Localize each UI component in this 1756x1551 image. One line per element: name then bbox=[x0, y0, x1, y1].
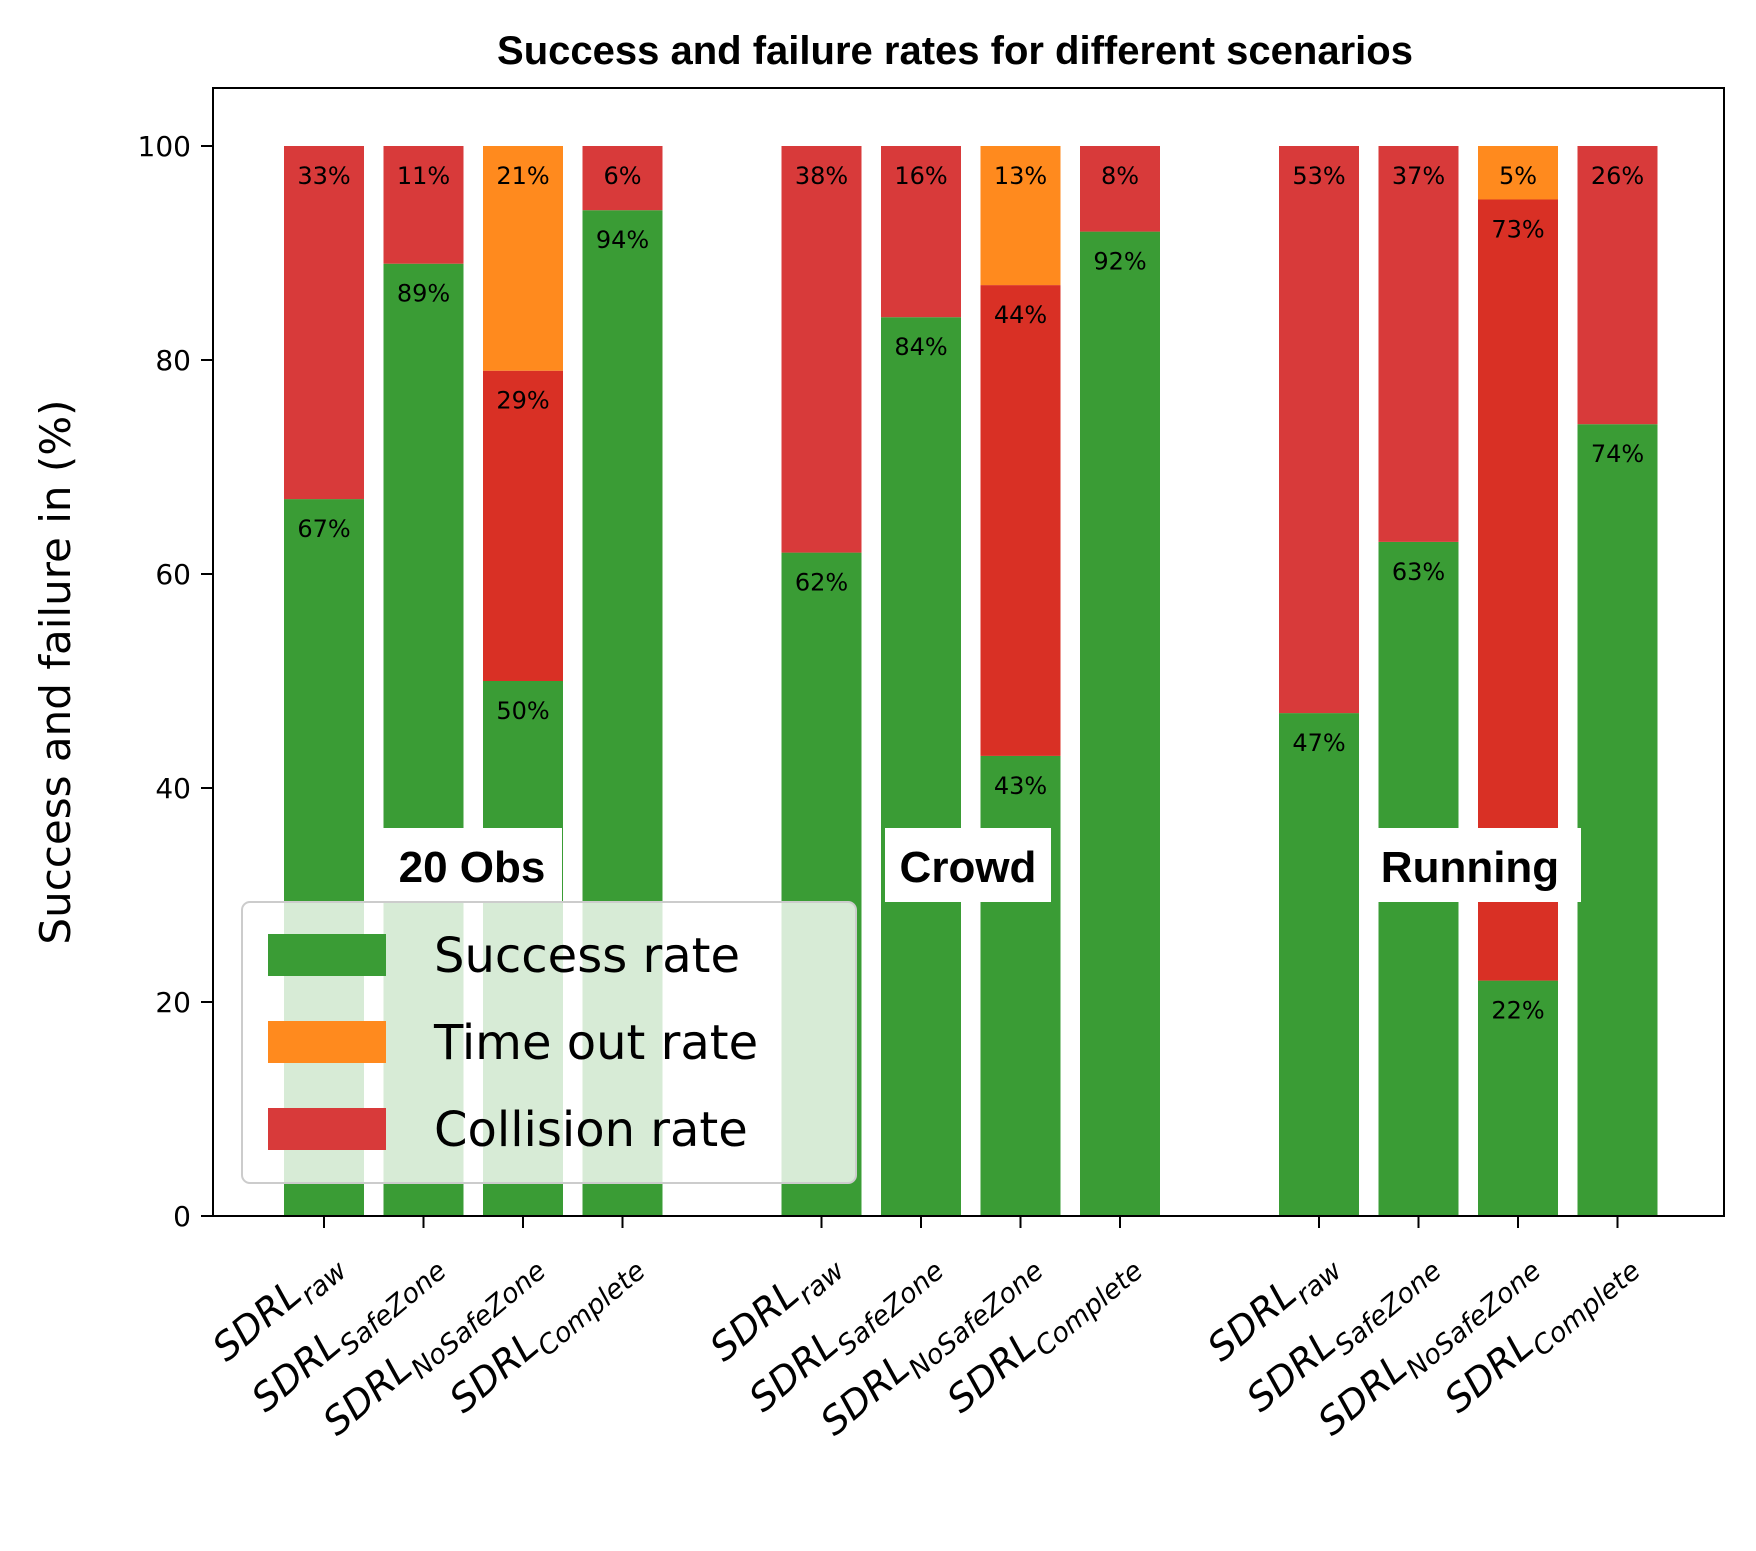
bar-collision bbox=[483, 370, 563, 681]
data-label: 47% bbox=[1292, 729, 1345, 757]
bar-success bbox=[1577, 424, 1658, 1216]
y-tick-label: 60 bbox=[155, 558, 191, 591]
bar-collision bbox=[284, 146, 364, 500]
data-label: 94% bbox=[596, 226, 649, 254]
y-tick-label: 100 bbox=[138, 130, 191, 163]
data-label: 8% bbox=[1101, 162, 1139, 190]
bar-collision bbox=[582, 146, 663, 211]
bar-collision bbox=[1378, 146, 1459, 542]
bar-timeout bbox=[1478, 146, 1558, 200]
data-label: 92% bbox=[1093, 248, 1146, 276]
bar-group: 38% 62% 16% 84% 13% 44% 43% 8% 92% bbox=[781, 146, 1160, 1217]
data-label: 53% bbox=[1292, 162, 1345, 190]
bar-success bbox=[881, 317, 961, 1216]
data-label: 89% bbox=[397, 280, 450, 308]
data-label: 33% bbox=[297, 162, 350, 190]
bar-success bbox=[980, 755, 1061, 1216]
bar-collision bbox=[980, 285, 1061, 756]
data-label: 38% bbox=[795, 162, 848, 190]
data-label: 21% bbox=[496, 162, 549, 190]
bar-timeout bbox=[483, 146, 563, 371]
stacked-bar: 5% 73% 22% bbox=[1478, 146, 1558, 1216]
y-tick-label: 40 bbox=[155, 772, 191, 805]
chart-title: Success and failure rates for different … bbox=[497, 29, 1413, 73]
data-label: 6% bbox=[603, 162, 641, 190]
bar-collision bbox=[1577, 146, 1658, 425]
legend-entry: Collision rate bbox=[268, 1102, 748, 1158]
data-label: 5% bbox=[1499, 162, 1537, 190]
legend-swatch bbox=[268, 1021, 386, 1063]
legend-box bbox=[241, 901, 857, 1184]
scenario-label: Running bbox=[1359, 828, 1581, 902]
y-axis-label: Success and failure in (%) bbox=[31, 399, 80, 944]
x-axis: SDRLrawSDRLSafeZoneSDRLNoSafeZoneSDRLCom… bbox=[204, 1216, 1646, 1444]
legend-label: Time out rate bbox=[433, 1015, 758, 1071]
stacked-bar: 16% 84% bbox=[881, 146, 961, 1216]
data-label: 74% bbox=[1591, 440, 1644, 468]
stacked-bar: 26% 74% bbox=[1577, 146, 1658, 1216]
data-label: 67% bbox=[297, 515, 350, 543]
stacked-bar: 37% 63% bbox=[1378, 146, 1459, 1216]
scenario-label-bg bbox=[382, 828, 562, 902]
bar-collision bbox=[1080, 146, 1160, 232]
scenario-label-text: Running bbox=[1381, 843, 1559, 892]
data-label: 84% bbox=[894, 333, 947, 361]
y-axis: 0 20 40 60 80 100 bbox=[138, 130, 213, 1233]
data-label: 44% bbox=[994, 301, 1047, 329]
data-label: 16% bbox=[894, 162, 947, 190]
legend-entry: Time out rate bbox=[268, 1015, 758, 1071]
data-label: 26% bbox=[1591, 162, 1644, 190]
stacked-bar: 8% 92% bbox=[1080, 146, 1160, 1217]
legend-swatch bbox=[268, 1108, 386, 1150]
legend-label: Collision rate bbox=[434, 1102, 748, 1158]
scenario-label-text: 20 Obs bbox=[399, 843, 546, 892]
bar-collision bbox=[881, 146, 961, 318]
legend-swatch bbox=[268, 934, 386, 976]
legend-label: Success rate bbox=[434, 928, 740, 984]
plot-frame bbox=[212, 87, 1725, 1217]
scenario-label-bg bbox=[1359, 828, 1581, 902]
bar-success bbox=[1080, 231, 1160, 1217]
scenario-label-text: Crowd bbox=[900, 843, 1037, 892]
data-label: 43% bbox=[994, 772, 1047, 800]
bar-success bbox=[1478, 980, 1558, 1216]
bar-collision bbox=[781, 146, 862, 553]
bar-timeout bbox=[980, 146, 1061, 286]
data-label: 29% bbox=[496, 387, 549, 415]
legend-entry: Success rate bbox=[268, 928, 740, 984]
legend: Success rate Time out rate Collision rate bbox=[241, 901, 857, 1184]
y-tick-label: 0 bbox=[173, 1200, 191, 1233]
stacked-bar: 13% 44% 43% bbox=[980, 146, 1061, 1216]
scenario-label: Crowd bbox=[885, 828, 1051, 902]
data-label: 63% bbox=[1392, 558, 1445, 586]
data-label: 22% bbox=[1491, 997, 1544, 1025]
data-label: 37% bbox=[1392, 162, 1445, 190]
data-label: 73% bbox=[1491, 216, 1544, 244]
y-tick-label: 20 bbox=[155, 986, 191, 1019]
bar-success bbox=[1279, 713, 1359, 1216]
data-label: 13% bbox=[994, 162, 1047, 190]
bar-collision bbox=[383, 146, 464, 264]
scenario-label-bg bbox=[885, 828, 1051, 902]
y-tick-label: 80 bbox=[155, 344, 191, 377]
bar-group: 53% 47% 37% 63% 5% 73% 22% 26% 74% bbox=[1279, 146, 1658, 1216]
data-label: 50% bbox=[496, 697, 549, 725]
data-label: 62% bbox=[795, 569, 848, 597]
bar-collision bbox=[1279, 146, 1359, 714]
stacked-bar: 53% 47% bbox=[1279, 146, 1359, 1216]
scenario-label: 20 Obs bbox=[382, 828, 562, 902]
data-label: 11% bbox=[397, 162, 450, 190]
